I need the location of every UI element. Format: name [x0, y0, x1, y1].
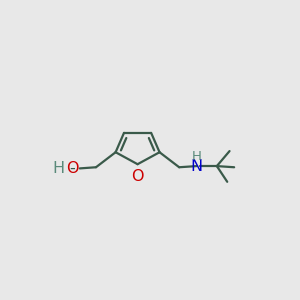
Text: H: H: [53, 161, 65, 176]
Text: O: O: [66, 161, 79, 176]
Text: -: -: [69, 161, 75, 176]
Text: N: N: [190, 159, 202, 174]
Text: O: O: [131, 169, 144, 184]
Text: H: H: [192, 150, 201, 163]
